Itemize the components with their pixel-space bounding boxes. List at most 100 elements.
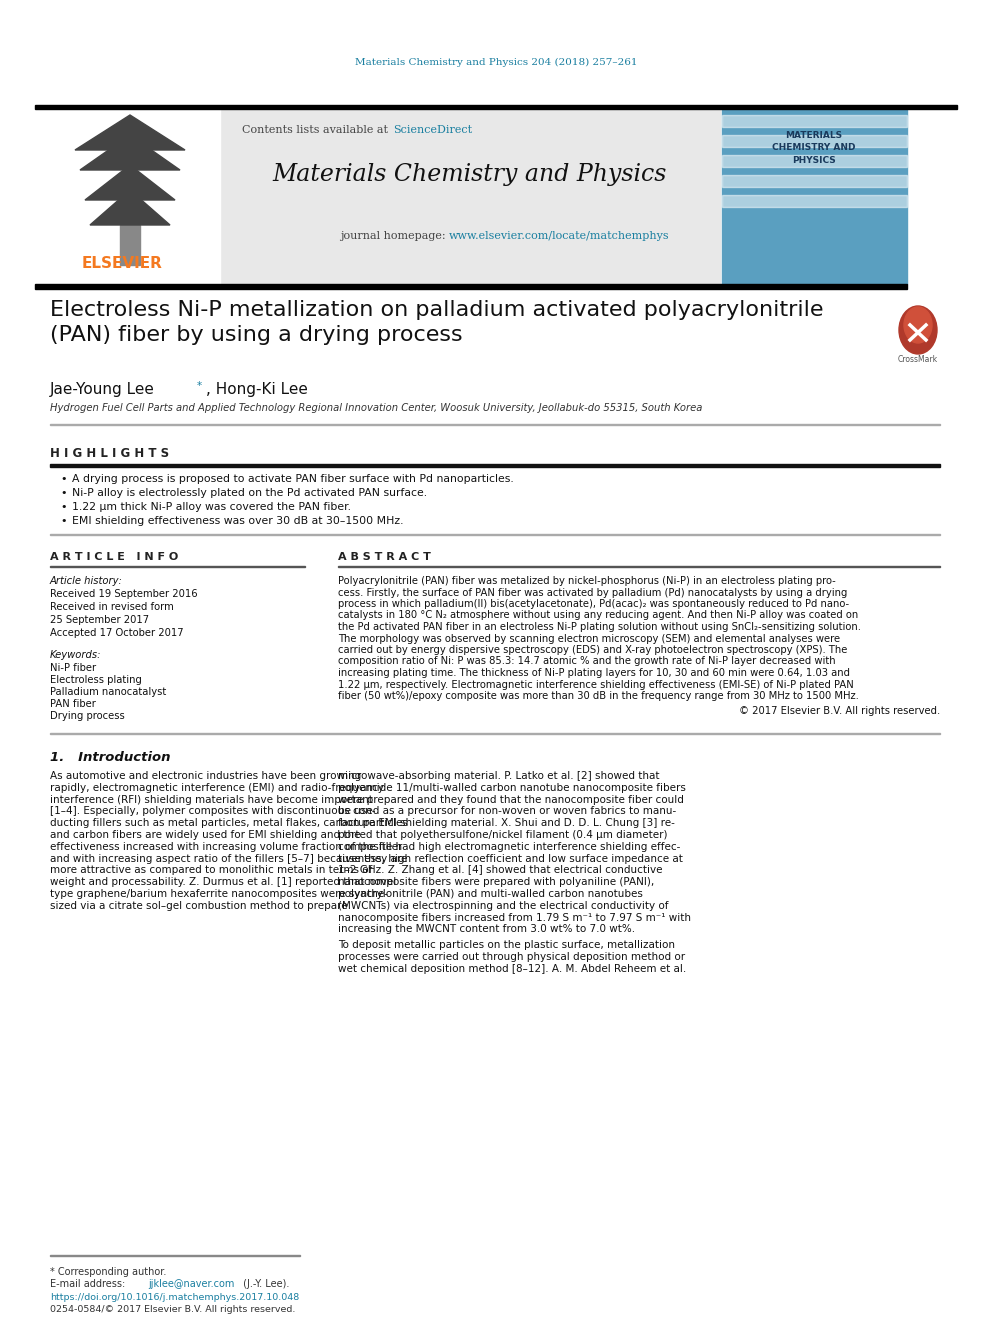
Text: 1.   Introduction: 1. Introduction [50, 751, 171, 763]
Text: type graphene/barium hexaferrite nanocomposites were synthe-: type graphene/barium hexaferrite nanocom… [50, 889, 388, 900]
Text: , Hong-Ki Lee: , Hong-Ki Lee [206, 382, 308, 397]
Text: microwave-absorbing material. P. Latko et al. [2] showed that: microwave-absorbing material. P. Latko e… [338, 771, 660, 781]
Text: catalysts in 180 °C N₂ atmosphere without using any reducing agent. And then Ni-: catalysts in 180 °C N₂ atmosphere withou… [338, 610, 858, 620]
Text: increasing plating time. The thickness of Ni-P plating layers for 10, 30 and 60 : increasing plating time. The thickness o… [338, 668, 850, 677]
Bar [35, 105, 957, 108]
Text: nanocomposite fibers increased from 1.79 S m⁻¹ to 7.97 S m⁻¹ with: nanocomposite fibers increased from 1.79… [338, 913, 691, 922]
Text: Jae-Young Lee: Jae-Young Lee [50, 382, 155, 397]
Text: Polyacrylonitrile (PAN) fiber was metalized by nickel-phosphorus (Ni-P) in an el: Polyacrylonitrile (PAN) fiber was metali… [338, 576, 835, 586]
Polygon shape [75, 115, 185, 149]
Bar [722, 194, 907, 206]
Text: effectiveness increased with increasing volume fraction of the filler: effectiveness increased with increasing … [50, 841, 403, 852]
Text: fiber (50 wt%)/epoxy composite was more than 30 dB in the frequency range from 3: fiber (50 wt%)/epoxy composite was more … [338, 691, 859, 701]
Text: 1.22 μm, respectively. Electromagnetic interference shielding effectiveness (EMI: 1.22 μm, respectively. Electromagnetic i… [338, 680, 854, 689]
Text: the Pd activated PAN fiber in an electroless Ni-P plating solution without using: the Pd activated PAN fiber in an electro… [338, 622, 861, 632]
Text: nanocomposite fibers were prepared with polyaniline (PANI),: nanocomposite fibers were prepared with … [338, 877, 655, 888]
Text: Drying process: Drying process [50, 710, 125, 721]
Text: Keywords:: Keywords: [50, 650, 101, 660]
Text: © 2017 Elsevier B.V. All rights reserved.: © 2017 Elsevier B.V. All rights reserved… [739, 706, 940, 717]
Polygon shape [85, 165, 175, 200]
Bar [35, 108, 220, 284]
Text: Received 19 September 2016: Received 19 September 2016 [50, 589, 197, 599]
Text: rapidly, electromagnetic interference (EMI) and radio-frequency: rapidly, electromagnetic interference (E… [50, 783, 384, 792]
Ellipse shape [899, 306, 937, 355]
Bar [120, 225, 140, 265]
Bar [722, 135, 907, 147]
Text: and with increasing aspect ratio of the fillers [5–7] because they are: and with increasing aspect ratio of the … [50, 853, 408, 864]
Text: facture EMI shielding material. X. Shui and D. D. L. Chung [3] re-: facture EMI shielding material. X. Shui … [338, 818, 675, 828]
Text: E-mail address:: E-mail address: [50, 1279, 128, 1289]
Text: interference (RFI) shielding materials have become important: interference (RFI) shielding materials h… [50, 795, 373, 804]
Text: Materials Chemistry and Physics 204 (2018) 257–261: Materials Chemistry and Physics 204 (201… [355, 57, 637, 66]
Text: ELSEVIER: ELSEVIER [81, 257, 163, 271]
Bar [50, 464, 940, 467]
Text: Received in revised form: Received in revised form [50, 602, 174, 613]
Text: sized via a citrate sol–gel combustion method to prepare: sized via a citrate sol–gel combustion m… [50, 901, 347, 910]
Text: •: • [60, 501, 66, 512]
Text: Ni-P fiber: Ni-P fiber [50, 663, 96, 673]
Text: ducting fillers such as metal particles, metal flakes, carbon particles: ducting fillers such as metal particles,… [50, 818, 408, 828]
Text: https://doi.org/10.1016/j.matchemphys.2017.10.048: https://doi.org/10.1016/j.matchemphys.20… [50, 1293, 300, 1302]
Text: PAN fiber: PAN fiber [50, 699, 96, 709]
Text: A drying process is proposed to activate PAN fiber surface with Pd nanoparticles: A drying process is proposed to activate… [72, 474, 514, 484]
Text: *: * [197, 381, 202, 392]
Text: ScienceDirect: ScienceDirect [393, 124, 472, 135]
Ellipse shape [904, 307, 932, 343]
Text: (PAN) fiber by using a drying process: (PAN) fiber by using a drying process [50, 325, 462, 345]
Text: ported that polyethersulfone/nickel filament (0.4 μm diameter): ported that polyethersulfone/nickel fila… [338, 830, 668, 840]
Bar [722, 155, 907, 167]
Text: jjklee@naver.com: jjklee@naver.com [148, 1279, 234, 1289]
Text: Article history:: Article history: [50, 576, 123, 586]
Text: composition ratio of Ni: P was 85.3: 14.7 atomic % and the growth rate of Ni-P l: composition ratio of Ni: P was 85.3: 14.… [338, 656, 835, 667]
Text: [1–4]. Especially, polymer composites with discontinuous con-: [1–4]. Especially, polymer composites wi… [50, 807, 376, 816]
Text: MATERIALS
CHEMISTRY AND
PHYSICS: MATERIALS CHEMISTRY AND PHYSICS [772, 131, 856, 165]
Text: journal homepage:: journal homepage: [340, 232, 449, 241]
Bar [35, 284, 907, 288]
Text: www.elsevier.com/locate/matchemphys: www.elsevier.com/locate/matchemphys [449, 232, 670, 241]
Text: Hydrogen Fuel Cell Parts and Applied Technology Regional Innovation Center, Woos: Hydrogen Fuel Cell Parts and Applied Tec… [50, 404, 702, 413]
Text: H I G H L I G H T S: H I G H L I G H T S [50, 447, 169, 460]
Text: and carbon fibers are widely used for EMI shielding and the: and carbon fibers are widely used for EM… [50, 830, 360, 840]
Text: Electroless plating: Electroless plating [50, 675, 142, 685]
Polygon shape [90, 191, 170, 225]
Bar [722, 115, 907, 127]
Text: 25 September 2017: 25 September 2017 [50, 615, 149, 624]
Text: composite had high electromagnetic interference shielding effec-: composite had high electromagnetic inter… [338, 841, 681, 852]
Text: Accepted 17 October 2017: Accepted 17 October 2017 [50, 628, 184, 638]
Text: The morphology was observed by scanning electron microscopy (SEM) and elemental : The morphology was observed by scanning … [338, 634, 840, 643]
Bar [722, 175, 907, 187]
Text: •: • [60, 488, 66, 497]
Text: A B S T R A C T: A B S T R A C T [338, 552, 431, 562]
Text: increasing the MWCNT content from 3.0 wt% to 7.0 wt%.: increasing the MWCNT content from 3.0 wt… [338, 925, 635, 934]
Text: polyacrylonitrile (PAN) and multi-walled carbon nanotubes: polyacrylonitrile (PAN) and multi-walled… [338, 889, 643, 900]
Polygon shape [80, 135, 180, 169]
Text: process in which palladium(II) bis(acetylacetonate), Pd(acac)₂ was spontaneously: process in which palladium(II) bis(acety… [338, 599, 849, 609]
Text: To deposit metallic particles on the plastic surface, metallization: To deposit metallic particles on the pla… [338, 941, 675, 950]
Text: polyamide 11/multi-walled carbon nanotube nanocomposite fibers: polyamide 11/multi-walled carbon nanotub… [338, 783, 685, 792]
Text: * Corresponding author.: * Corresponding author. [50, 1267, 167, 1277]
Text: (MWCNTs) via electrospinning and the electrical conductivity of: (MWCNTs) via electrospinning and the ele… [338, 901, 669, 910]
Text: tiveness, high reflection coefficient and low surface impedance at: tiveness, high reflection coefficient an… [338, 853, 682, 864]
Text: As automotive and electronic industries have been growing: As automotive and electronic industries … [50, 771, 361, 781]
Bar [220, 108, 720, 284]
Text: Ni-P alloy is electrolessly plated on the Pd activated PAN surface.: Ni-P alloy is electrolessly plated on th… [72, 488, 428, 497]
Text: were prepared and they found that the nanocomposite fiber could: were prepared and they found that the na… [338, 795, 683, 804]
Text: 0254-0584/© 2017 Elsevier B.V. All rights reserved.: 0254-0584/© 2017 Elsevier B.V. All right… [50, 1304, 296, 1314]
Text: wet chemical deposition method [8–12]. A. M. Abdel Reheem et al.: wet chemical deposition method [8–12]. A… [338, 963, 686, 974]
Text: weight and processability. Z. Durmus et al. [1] reported that novel: weight and processability. Z. Durmus et … [50, 877, 396, 888]
Text: processes were carried out through physical deposition method or: processes were carried out through physi… [338, 953, 685, 962]
Text: Contents lists available at: Contents lists available at [241, 124, 391, 135]
Text: Electroless Ni-P metallization on palladium activated polyacrylonitrile: Electroless Ni-P metallization on pallad… [50, 300, 823, 320]
Text: 1–2 GHz. Z. Zhang et al. [4] showed that electrical conductive: 1–2 GHz. Z. Zhang et al. [4] showed that… [338, 865, 663, 876]
Text: CrossMark: CrossMark [898, 356, 938, 365]
Text: Palladium nanocatalyst: Palladium nanocatalyst [50, 687, 167, 697]
Text: EMI shielding effectiveness was over 30 dB at 30–1500 MHz.: EMI shielding effectiveness was over 30 … [72, 516, 404, 527]
Text: A R T I C L E   I N F O: A R T I C L E I N F O [50, 552, 179, 562]
Text: •: • [60, 474, 66, 484]
Text: Materials Chemistry and Physics: Materials Chemistry and Physics [273, 164, 668, 187]
Text: more attractive as compared to monolithic metals in terms of: more attractive as compared to monolithi… [50, 865, 372, 876]
Text: 1.22 μm thick Ni-P alloy was covered the PAN fiber.: 1.22 μm thick Ni-P alloy was covered the… [72, 501, 351, 512]
Text: •: • [60, 516, 66, 527]
Bar [722, 108, 907, 284]
Text: be used as a precursor for non-woven or woven fabrics to manu-: be used as a precursor for non-woven or … [338, 807, 677, 816]
